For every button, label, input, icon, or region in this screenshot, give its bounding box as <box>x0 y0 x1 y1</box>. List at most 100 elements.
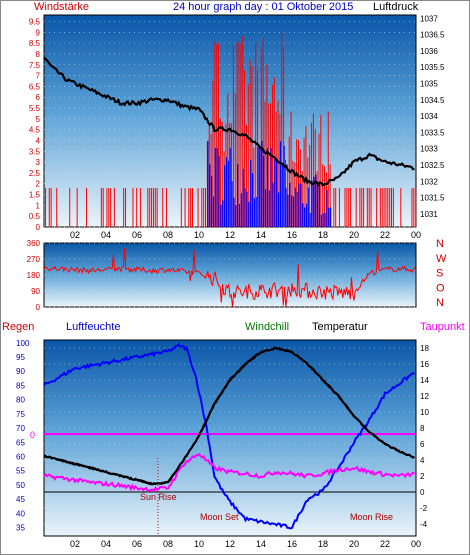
label-regen: Regen <box>2 321 34 333</box>
direction-axis-tick-label: 0 <box>36 303 41 312</box>
temperature-axis-tick-label: 8 <box>420 424 425 433</box>
x-axis-tick-label: 20 <box>349 539 359 549</box>
humidity-axis-tick-label: 50 <box>16 481 25 490</box>
wind-axis-tick-label: 6.5 <box>29 82 41 91</box>
wind-axis-tick-label: 1.5 <box>29 191 41 200</box>
humidity-axis-tick-label: 35 <box>16 523 25 532</box>
x-axis-tick-label: 02 <box>70 230 80 240</box>
humidity-axis-tick-label: 70 <box>16 424 25 433</box>
pressure-axis-tick-label: 1034 <box>420 112 438 121</box>
compass-letter: N <box>436 297 444 309</box>
wind-direction-line <box>43 248 417 308</box>
x-axis-tick-label: 14 <box>256 539 266 549</box>
humidity-axis-tick-label: 55 <box>16 467 25 476</box>
wind-axis-tick-label: 9 <box>36 28 41 37</box>
wind-axis-tick-label: 2 <box>36 180 41 189</box>
x-axis-tick-label: 04 <box>101 230 111 240</box>
x-axis-tick-label: 10 <box>194 539 204 549</box>
x-axis-tick-label: 20 <box>349 230 359 240</box>
temperature-axis-tick-label: 14 <box>420 376 429 385</box>
x-axis-tick-label: 06 <box>132 230 142 240</box>
wind-axis-tick-label: 4.5 <box>29 126 41 135</box>
humidity-axis-tick-label: 45 <box>16 495 25 504</box>
compass-letter: N <box>436 238 444 250</box>
pressure-axis-tick-label: 1031.5 <box>420 194 445 203</box>
temperature-line <box>43 346 415 486</box>
chart1-x-ticks: 02 04 06 08 10 12 14 16 18 20 22 00 <box>70 230 421 240</box>
chart1-right-axis-label: Luftdruck <box>373 1 419 13</box>
chart2-left-ticks: 0 90 180 270 360 <box>27 239 41 312</box>
temperature-axis-tick-label: 4 <box>420 456 425 465</box>
x-axis-tick-label: 16 <box>287 230 297 240</box>
chart1-right-ticks: 1031 1031.5 1032 1032.5 1033 1033.5 1034 1034.5… <box>420 14 445 219</box>
pressure-axis-tick-label: 1034.5 <box>420 96 445 105</box>
temperature-axis-tick-label: 10 <box>420 408 429 417</box>
pressure-axis-tick-label: 1032.5 <box>420 161 445 170</box>
x-axis-tick-label: 12 <box>225 539 235 549</box>
x-axis-tick-label: 22 <box>380 539 390 549</box>
x-axis-tick-label: 04 <box>101 539 111 549</box>
temperature-axis-tick-label: 12 <box>420 392 429 401</box>
compass-letter: O <box>436 282 445 294</box>
compass-letter: W <box>436 253 447 265</box>
label-taupunkt: Taupunkt <box>420 321 465 333</box>
pressure-axis-tick-label: 1032 <box>420 177 438 186</box>
humidity-axis-tick-label: 80 <box>16 396 25 405</box>
rain-zero-label: 0 <box>30 430 35 440</box>
wind-axis-tick-label: 5.5 <box>29 104 41 113</box>
humidity-axis-tick-label: 95 <box>16 353 25 362</box>
humidity-axis-tick-label: 75 <box>16 410 25 419</box>
wind-axis-tick-label: 3.5 <box>29 147 41 156</box>
wind-axis-tick-label: 6 <box>36 93 41 102</box>
pressure-axis-tick-label: 1036.5 <box>420 31 445 40</box>
temperature-axis-tick-label: -2 <box>420 504 428 513</box>
annotation-sun-rise: Sun Rise <box>140 492 177 502</box>
annotation-moon-set: Moon Set <box>200 512 239 522</box>
dewpoint-line <box>43 452 415 493</box>
chart1-left-ticks: 0 0.5 11.5 2 2.5 3 3.5 44.5 5 5.5 6 6.57 7.5 8 8.5 9 9.5 <box>29 17 41 232</box>
temperature-axis-tick-label: -4 <box>420 520 428 529</box>
x-axis-tick-label: 10 <box>194 230 204 240</box>
humidity-axis-tick-label: 60 <box>16 452 25 461</box>
chart1-title: 24 hour graph day : 01 Oktober 2015 <box>173 1 353 13</box>
x-axis-tick-label: 16 <box>287 539 297 549</box>
chart3-right-ticks: -4 -2 0 2 4 6 8 10 12 14 16 18 <box>420 344 429 529</box>
humidity-line <box>43 342 415 530</box>
pressure-axis-tick-label: 1036 <box>420 47 438 56</box>
x-axis-tick-label: 18 <box>318 230 328 240</box>
wind-axis-tick-label: 1 <box>36 201 41 210</box>
label-windchill: Windchill <box>245 321 289 333</box>
wind-axis-tick-label: 9.5 <box>29 17 41 26</box>
x-axis-tick-label: 08 <box>163 539 173 549</box>
pressure-axis-tick-label: 1035 <box>420 79 438 88</box>
annotation-moon-rise: Moon Rise <box>350 512 393 522</box>
humidity-axis-tick-label: 40 <box>16 509 25 518</box>
pressure-axis-tick-label: 1037 <box>420 14 438 23</box>
temperature-axis-tick-label: 6 <box>420 440 425 449</box>
direction-axis-tick-label: 360 <box>27 239 41 248</box>
pressure-axis-tick-label: 1035.5 <box>420 63 445 72</box>
x-axis-tick-label: 00 <box>411 230 421 240</box>
x-axis-tick-label: 00 <box>411 539 421 549</box>
x-axis-tick-label: 06 <box>132 539 142 549</box>
pressure-axis-tick-label: 1031 <box>420 210 438 219</box>
label-luftfeuchte: Luftfeuchte <box>66 321 120 333</box>
chart2-grid <box>44 242 416 308</box>
temperature-axis-tick-label: 2 <box>420 472 425 481</box>
wind-axis-tick-label: 4 <box>36 136 41 145</box>
label-temperatur: Temperatur <box>312 321 368 333</box>
wind-axis-tick-label: 2.5 <box>29 169 41 178</box>
x-axis-tick-label: 18 <box>318 539 328 549</box>
wind-axis-tick-label: 0 <box>36 223 41 232</box>
humidity-axis-tick-label: 100 <box>16 339 30 348</box>
humidity-axis-tick-label: 65 <box>16 438 25 447</box>
x-axis-tick-label: 22 <box>380 230 390 240</box>
chart3-left-ticks: 35 40 45 50 55 60 65 70 75 80 85 90 95 100 <box>16 339 30 533</box>
x-axis-tick-label: 12 <box>225 230 235 240</box>
humidity-axis-tick-label: 90 <box>16 367 25 376</box>
x-axis-tick-label: 08 <box>163 230 173 240</box>
pressure-axis-tick-label: 1033.5 <box>420 128 445 137</box>
